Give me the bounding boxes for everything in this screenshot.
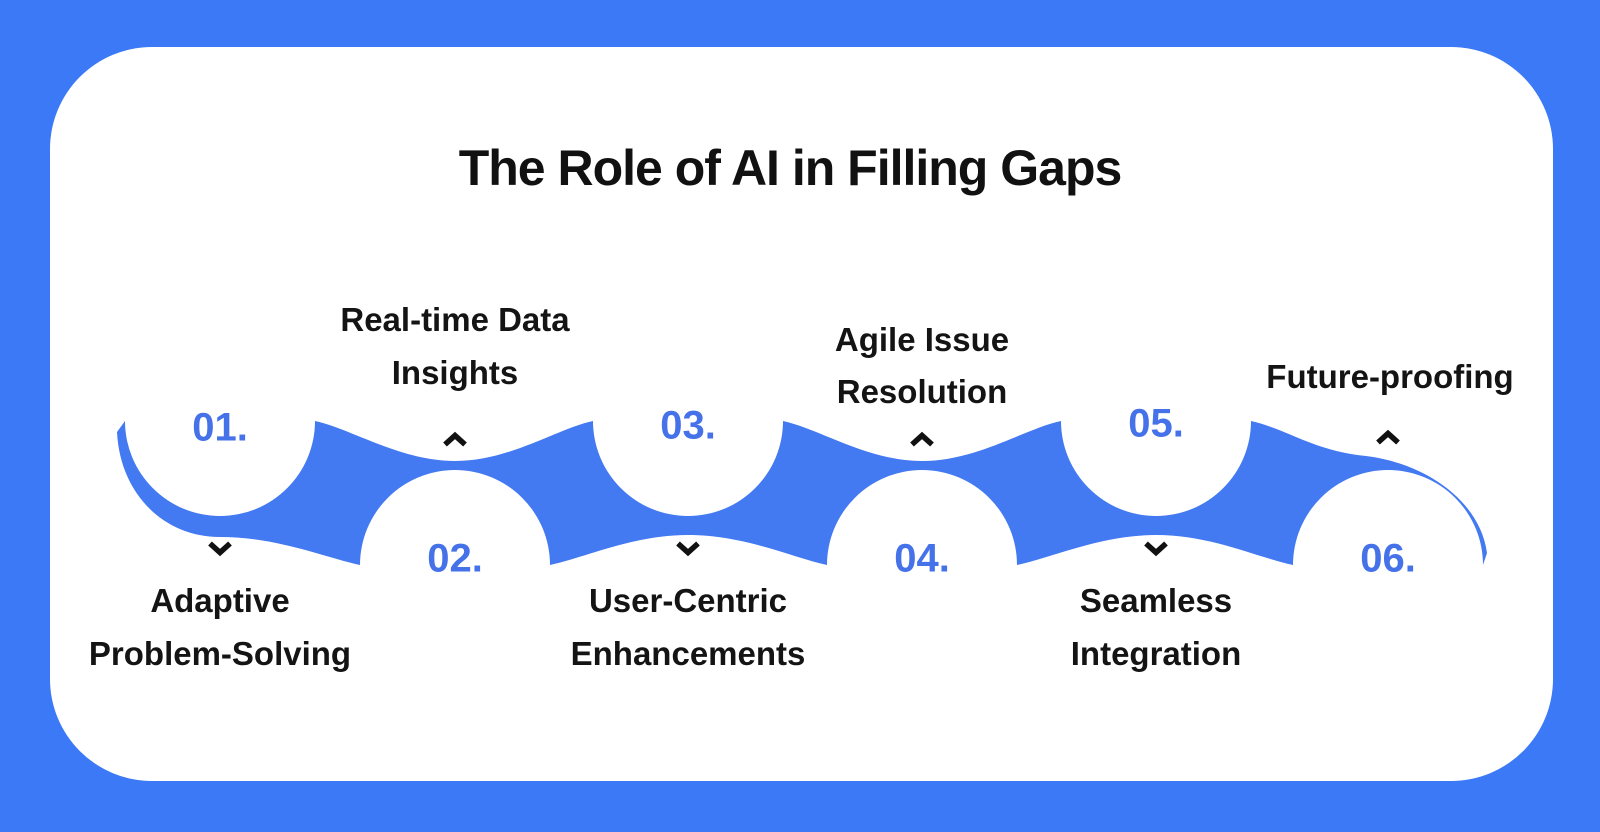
chevron-up-icon	[1376, 429, 1400, 445]
station-04-label-line: Resolution	[836, 373, 1008, 410]
station-03-label-line: Enhancements	[570, 635, 806, 672]
station-01-label-line: Problem-Solving	[88, 635, 352, 672]
station-06-label-line: Future-proofing	[1266, 358, 1514, 395]
chevron-down-icon	[208, 541, 232, 557]
station-04-number: 04.	[894, 536, 950, 581]
chevron-down-icon	[676, 541, 700, 557]
station-05-number: 05.	[1128, 401, 1184, 446]
station-05-label-line: Integration	[1070, 635, 1242, 672]
chevron-up-icon	[443, 431, 467, 447]
station-03-label-line: User-Centric	[588, 582, 788, 619]
content-card	[50, 47, 1553, 781]
station-03-number: 03.	[660, 403, 716, 448]
chevron-down-icon	[1144, 541, 1168, 557]
station-06-number: 06.	[1360, 536, 1416, 581]
station-04-label-line: Agile Issue	[834, 321, 1010, 358]
station-02-label-line: Real-time Data	[340, 301, 570, 338]
chevron-up-icon	[910, 431, 934, 447]
station-02-number: 02.	[427, 536, 483, 581]
station-01-number: 01.	[192, 405, 248, 450]
station-02-label-line: Insights	[391, 354, 519, 391]
station-01-label-line: Adaptive	[150, 582, 290, 619]
page-title: The Role of AI in Filling Gaps	[458, 140, 1123, 196]
station-05-label-line: Seamless	[1079, 582, 1233, 619]
